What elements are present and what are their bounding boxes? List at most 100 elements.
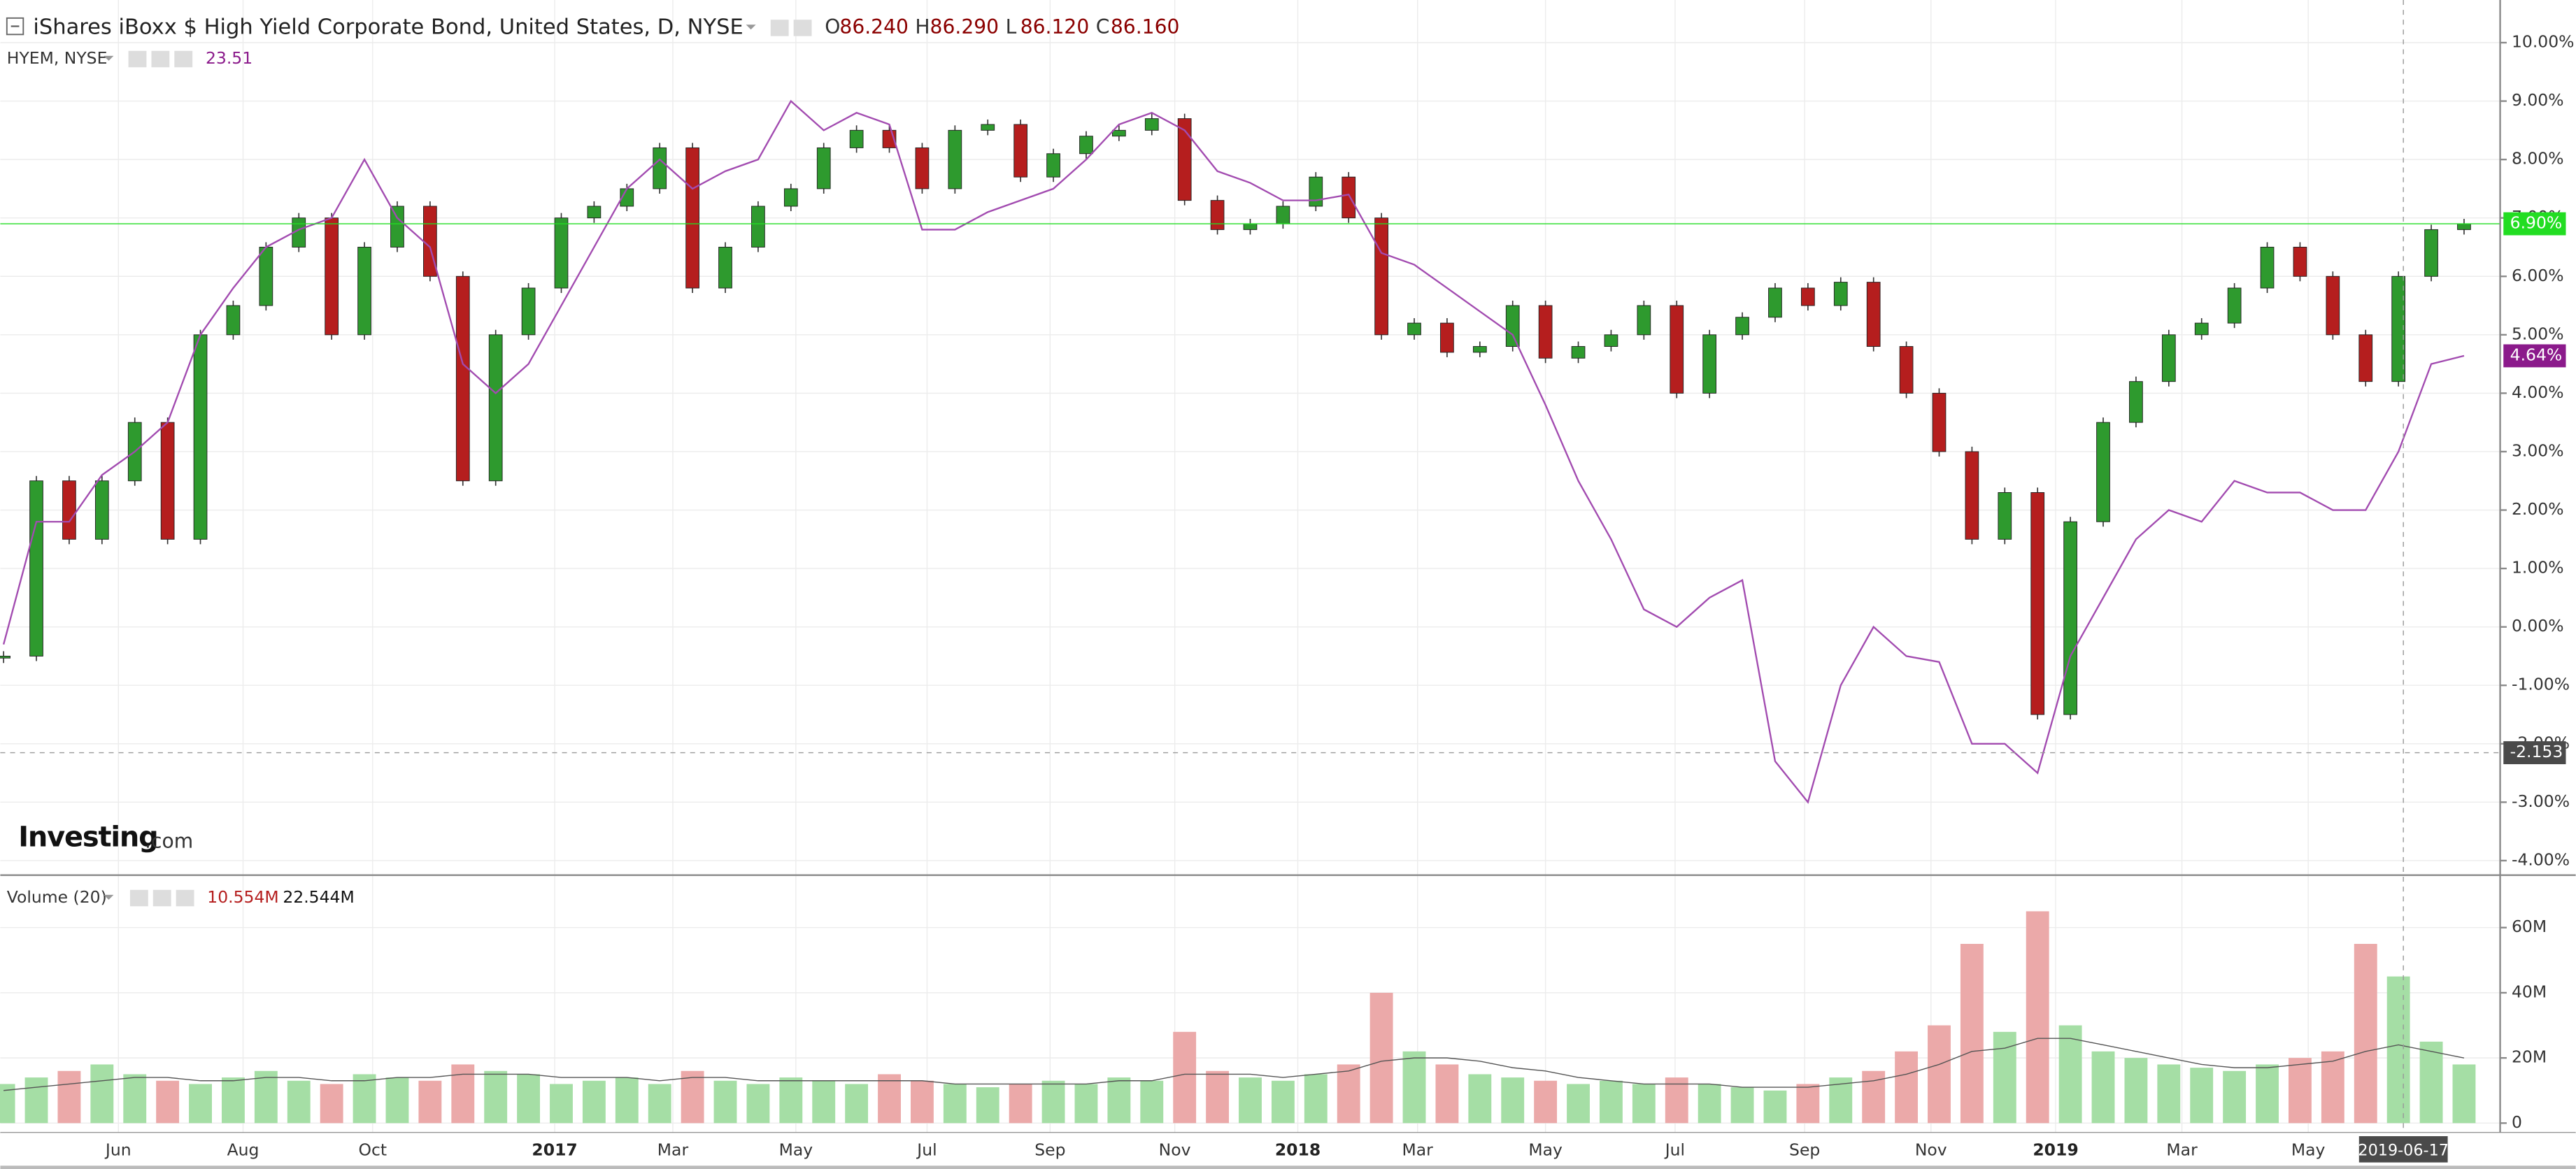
eye-button[interactable] bbox=[770, 20, 789, 36]
ohlc-key: H bbox=[915, 15, 930, 38]
settings-button[interactable] bbox=[152, 889, 171, 907]
volume-bar bbox=[156, 1080, 180, 1124]
volume-bar bbox=[812, 1080, 836, 1124]
ohlc-readout: O86.240 H 86.290 L 86.120 C 86.160 bbox=[825, 15, 1179, 38]
candle bbox=[2063, 521, 2077, 715]
ohlc-value: 86.240 bbox=[839, 15, 909, 38]
volume-bar bbox=[2157, 1064, 2181, 1124]
y-tick-label: 60M bbox=[2512, 917, 2547, 936]
volume-bar bbox=[911, 1080, 934, 1124]
moving-average bbox=[3, 1038, 2465, 1091]
remove-button[interactable] bbox=[176, 889, 194, 907]
candle bbox=[1998, 492, 2012, 540]
volume-bar bbox=[222, 1077, 245, 1124]
crosshair-y-label: -2.153 bbox=[2510, 742, 2563, 761]
volume-title: Volume (20) bbox=[7, 887, 107, 907]
volume-bar bbox=[1271, 1080, 1295, 1124]
settings-button[interactable] bbox=[793, 20, 812, 36]
dropdown[interactable] bbox=[104, 894, 114, 900]
candle bbox=[1177, 118, 1192, 201]
candle bbox=[62, 480, 76, 540]
candle bbox=[981, 124, 995, 131]
volume-bar bbox=[1074, 1084, 1098, 1124]
volume-bar bbox=[878, 1074, 901, 1124]
candle bbox=[1899, 346, 1914, 394]
collapse-button[interactable] bbox=[6, 17, 24, 36]
dropdown[interactable] bbox=[746, 24, 756, 30]
candle bbox=[1046, 153, 1060, 178]
ohlc-value: 86.120 bbox=[1020, 15, 1090, 38]
volume-bar bbox=[1960, 944, 1984, 1124]
ohlc-key: C bbox=[1096, 15, 1110, 38]
candle bbox=[1342, 176, 1356, 219]
x-tick-label: Nov bbox=[1159, 1140, 1191, 1160]
volume-bar bbox=[2190, 1068, 2214, 1124]
y-tick-label: 2.00% bbox=[2512, 499, 2564, 519]
hyem-title: HYEM, NYSE bbox=[7, 48, 108, 68]
plot bbox=[0, 0, 2500, 1133]
volume-bar bbox=[1206, 1070, 1230, 1124]
remove-button[interactable] bbox=[174, 50, 193, 68]
candle bbox=[2129, 381, 2143, 423]
x-tick-label: Jul bbox=[1664, 1140, 1685, 1160]
x-tick-label: Mar bbox=[2166, 1140, 2198, 1160]
candle bbox=[1538, 305, 1553, 359]
hyem-last: 23.51 bbox=[206, 48, 252, 68]
eye-button[interactable] bbox=[128, 50, 147, 68]
volume-bar bbox=[845, 1084, 869, 1124]
last-label: 4.64% bbox=[2510, 345, 2563, 364]
volume-bar bbox=[1369, 992, 1393, 1124]
volume-bar bbox=[484, 1070, 508, 1124]
volume-bar bbox=[2419, 1041, 2443, 1124]
volume-bar bbox=[189, 1084, 212, 1124]
candle bbox=[226, 305, 241, 336]
volume-bar bbox=[1730, 1087, 1754, 1124]
volume-bar bbox=[90, 1064, 114, 1124]
candle bbox=[1768, 287, 1782, 318]
ohlc-key: L bbox=[1006, 15, 1017, 38]
ohlc-key: O bbox=[825, 15, 840, 38]
candle bbox=[1932, 392, 1947, 452]
volume-bar bbox=[550, 1084, 573, 1124]
volume-bar bbox=[2354, 944, 2377, 1124]
settings-button[interactable] bbox=[151, 50, 170, 68]
candle bbox=[1965, 451, 1979, 540]
volume-bar bbox=[1928, 1025, 1951, 1124]
volume-bar bbox=[57, 1070, 81, 1124]
line-series bbox=[2, 99, 2465, 804]
volume-bar bbox=[254, 1070, 278, 1124]
x-tick-label: Sep bbox=[1789, 1140, 1820, 1160]
volume-bar bbox=[1304, 1074, 1328, 1124]
volume-bar bbox=[2223, 1070, 2247, 1124]
y-tick-label: 1.00% bbox=[2512, 558, 2564, 578]
candle bbox=[488, 334, 503, 482]
volume-bar bbox=[713, 1080, 737, 1124]
crosshair-x-label: 2019-06-17 bbox=[2358, 1142, 2449, 1160]
dropdown[interactable] bbox=[104, 55, 114, 61]
crosshair-x-bg bbox=[2358, 1136, 2448, 1163]
volume-bar bbox=[353, 1074, 376, 1124]
last-label: 6.90% bbox=[2510, 213, 2563, 233]
volume-bar bbox=[1993, 1031, 2016, 1124]
candle bbox=[2457, 223, 2471, 230]
candle bbox=[1637, 305, 1651, 336]
volume-bar bbox=[2452, 1064, 2476, 1124]
volume-bar bbox=[1632, 1084, 1656, 1124]
candle bbox=[1670, 305, 1684, 394]
candle bbox=[1735, 317, 1749, 336]
volume-bar bbox=[1337, 1064, 1360, 1124]
volume-bar bbox=[779, 1077, 803, 1124]
y-tick-label: 10.00% bbox=[2512, 32, 2575, 52]
volume-bar bbox=[2321, 1051, 2344, 1124]
eye-button[interactable] bbox=[129, 889, 148, 907]
y-tick-label: -4.00% bbox=[2512, 849, 2570, 869]
x-tick-label: Sep bbox=[1034, 1140, 1065, 1160]
y-tick-label: 4.00% bbox=[2512, 382, 2564, 402]
candle bbox=[1276, 206, 1290, 224]
y-tick-label: 0.00% bbox=[2512, 616, 2564, 636]
volume-bar bbox=[1501, 1077, 1525, 1124]
volume-bar bbox=[1009, 1084, 1032, 1124]
candle bbox=[554, 217, 569, 289]
volume-bar bbox=[1567, 1084, 1590, 1124]
volume-bar bbox=[1763, 1090, 1787, 1124]
